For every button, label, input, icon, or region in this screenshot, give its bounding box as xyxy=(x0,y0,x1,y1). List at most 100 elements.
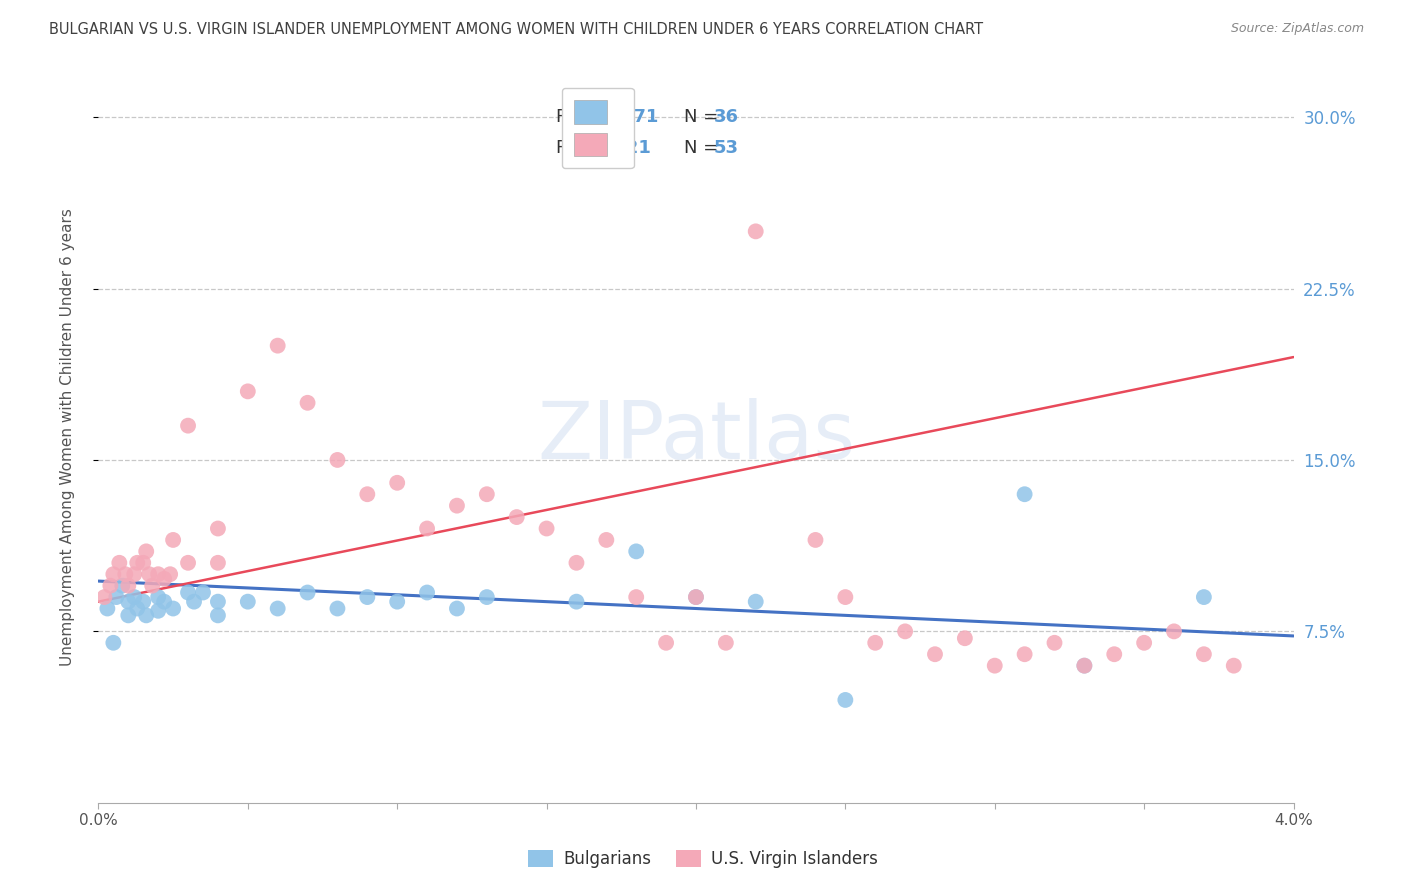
Point xyxy=(536,521,558,535)
Point xyxy=(297,396,319,410)
Text: R =: R = xyxy=(557,139,595,157)
Point xyxy=(1163,624,1185,639)
Point xyxy=(96,601,118,615)
Point xyxy=(148,567,170,582)
Point xyxy=(191,585,214,599)
Point xyxy=(475,590,498,604)
Point xyxy=(655,636,678,650)
Point xyxy=(475,487,498,501)
Point xyxy=(183,595,205,609)
Point xyxy=(93,590,115,604)
Point xyxy=(865,636,887,650)
Point xyxy=(1014,487,1036,501)
Text: BULGARIAN VS U.S. VIRGIN ISLANDER UNEMPLOYMENT AMONG WOMEN WITH CHILDREN UNDER 6: BULGARIAN VS U.S. VIRGIN ISLANDER UNEMPL… xyxy=(49,22,983,37)
Point xyxy=(207,608,229,623)
Point xyxy=(162,533,184,547)
Legend: , : , xyxy=(561,87,634,169)
Point xyxy=(326,453,349,467)
Point xyxy=(297,585,319,599)
Point xyxy=(207,595,229,609)
Point xyxy=(177,556,200,570)
Point xyxy=(834,693,856,707)
Point xyxy=(108,556,131,570)
Point xyxy=(745,595,768,609)
Point xyxy=(385,475,409,490)
Point xyxy=(207,521,229,535)
Point xyxy=(356,590,378,604)
Point xyxy=(177,418,200,433)
Point xyxy=(1133,636,1156,650)
Point xyxy=(685,590,707,604)
Point xyxy=(626,590,648,604)
Point xyxy=(1073,658,1095,673)
Point xyxy=(148,590,170,604)
Legend: Bulgarians, U.S. Virgin Islanders: Bulgarians, U.S. Virgin Islanders xyxy=(522,843,884,875)
Point xyxy=(135,608,157,623)
Point xyxy=(124,567,146,582)
Point xyxy=(565,595,588,609)
Point xyxy=(984,658,1007,673)
Point xyxy=(114,567,136,582)
Point xyxy=(506,510,529,524)
Point xyxy=(117,608,139,623)
Text: R =: R = xyxy=(557,108,595,126)
Point xyxy=(127,601,149,615)
Point xyxy=(1192,647,1215,661)
Point xyxy=(141,579,163,593)
Point xyxy=(138,567,160,582)
Point xyxy=(834,590,856,604)
Point xyxy=(714,636,737,650)
Point xyxy=(236,384,259,399)
Y-axis label: Unemployment Among Women with Children Under 6 years: Unemployment Among Women with Children U… xyxy=(60,208,75,666)
Point xyxy=(685,590,707,604)
Point xyxy=(117,595,139,609)
Point xyxy=(207,556,229,570)
Point xyxy=(326,601,349,615)
Point xyxy=(105,590,128,604)
Point xyxy=(595,533,617,547)
Point xyxy=(127,556,149,570)
Text: 53: 53 xyxy=(714,139,740,157)
Point xyxy=(565,556,588,570)
Point xyxy=(103,636,125,650)
Point xyxy=(626,544,648,558)
Point xyxy=(267,601,290,615)
Point xyxy=(1073,658,1095,673)
Text: Source: ZipAtlas.com: Source: ZipAtlas.com xyxy=(1230,22,1364,36)
Point xyxy=(148,604,170,618)
Point xyxy=(953,632,976,646)
Point xyxy=(1043,636,1066,650)
Point xyxy=(1223,658,1246,673)
Point xyxy=(416,585,439,599)
Point xyxy=(1104,647,1126,661)
Point xyxy=(804,533,827,547)
Point xyxy=(153,595,176,609)
Point xyxy=(446,499,468,513)
Point xyxy=(103,567,125,582)
Point xyxy=(124,590,146,604)
Text: N =: N = xyxy=(685,108,724,126)
Point xyxy=(385,595,409,609)
Point xyxy=(111,579,134,593)
Text: 36: 36 xyxy=(714,108,740,126)
Point xyxy=(267,338,290,352)
Point xyxy=(162,601,184,615)
Text: N =: N = xyxy=(685,139,724,157)
Point xyxy=(98,579,122,593)
Text: -0.071: -0.071 xyxy=(595,108,659,126)
Point xyxy=(446,601,468,615)
Point xyxy=(356,487,378,501)
Text: ZIPatlas: ZIPatlas xyxy=(537,398,855,476)
Point xyxy=(159,567,181,582)
Point xyxy=(117,579,139,593)
Point xyxy=(416,521,439,535)
Point xyxy=(924,647,946,661)
Point xyxy=(132,595,155,609)
Point xyxy=(153,572,176,586)
Point xyxy=(132,556,155,570)
Point xyxy=(135,544,157,558)
Point xyxy=(1014,647,1036,661)
Point xyxy=(894,624,917,639)
Text: 0.221: 0.221 xyxy=(595,139,651,157)
Point xyxy=(236,595,259,609)
